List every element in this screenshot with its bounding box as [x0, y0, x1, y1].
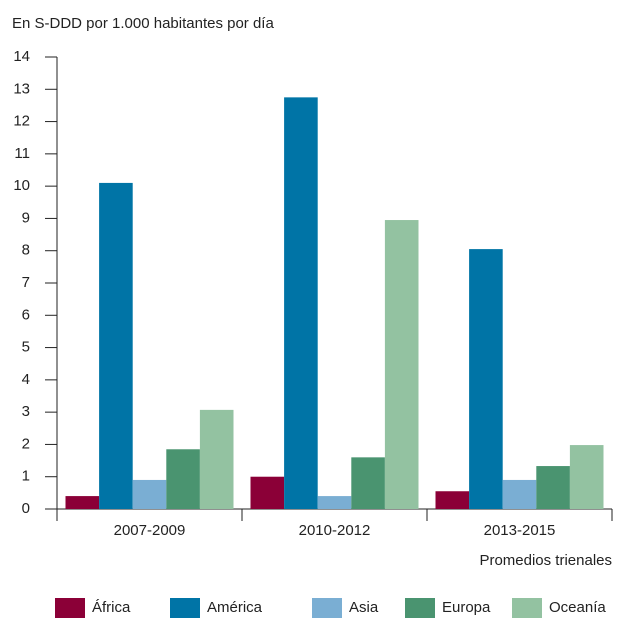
y-tick-label: 5 — [22, 339, 30, 356]
legend-label: América — [207, 599, 263, 616]
bar — [502, 479, 537, 509]
bar — [536, 466, 570, 509]
y-tick-label: 10 — [13, 177, 30, 194]
bar — [351, 457, 385, 509]
bar — [65, 496, 100, 509]
y-tick-label: 3 — [22, 403, 30, 420]
y-tick-label: 1 — [22, 468, 30, 485]
bar — [384, 220, 419, 510]
chart-title: En S-DDD por 1.000 habitantes por día — [12, 15, 274, 32]
legend-swatch — [55, 598, 85, 618]
legend-label: Oceanía — [549, 599, 606, 616]
y-tick-label: 2 — [22, 435, 30, 452]
y-tick-label: 0 — [22, 500, 30, 517]
bar — [284, 97, 318, 509]
bar — [250, 476, 285, 509]
y-tick-label: 12 — [13, 113, 30, 130]
legend-label: Europa — [442, 599, 491, 616]
bar — [166, 449, 200, 509]
y-tick-label: 14 — [13, 48, 30, 65]
bar — [469, 249, 503, 509]
x-tick-label: 2010-2012 — [299, 522, 371, 539]
bar — [99, 182, 133, 509]
legend-swatch — [170, 598, 200, 618]
legend-swatch — [405, 598, 435, 618]
y-tick-label: 13 — [13, 80, 30, 97]
y-tick-label: 7 — [22, 274, 30, 291]
y-tick-label: 4 — [22, 371, 30, 388]
y-tick-label: 11 — [14, 145, 30, 162]
bar — [199, 409, 234, 509]
bar — [132, 479, 167, 509]
x-axis-label: Promedios trienales — [479, 552, 612, 569]
bar — [317, 496, 352, 509]
legend-swatch — [312, 598, 342, 618]
bar — [569, 445, 604, 509]
legend-swatch — [512, 598, 542, 618]
bar — [435, 491, 470, 509]
legend-label: Asia — [349, 599, 379, 616]
x-tick-label: 2013-2015 — [484, 522, 556, 539]
y-tick-label: 9 — [22, 209, 30, 226]
legend-label: África — [92, 599, 131, 616]
y-tick-label: 8 — [22, 242, 30, 259]
x-tick-label: 2007-2009 — [114, 522, 186, 539]
y-tick-label: 6 — [22, 306, 30, 323]
